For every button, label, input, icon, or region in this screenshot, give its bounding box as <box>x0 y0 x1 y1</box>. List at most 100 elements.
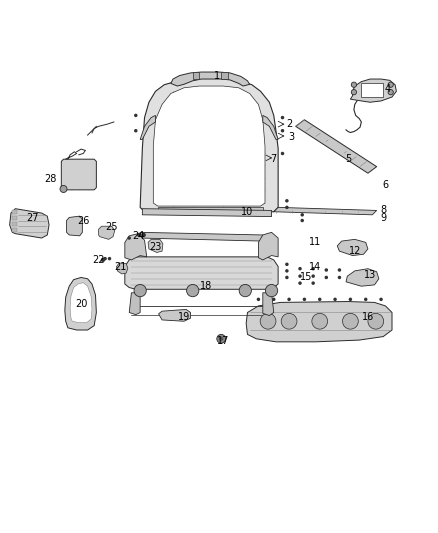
Circle shape <box>285 199 289 203</box>
Circle shape <box>338 268 341 272</box>
Circle shape <box>285 276 289 279</box>
Polygon shape <box>99 226 115 239</box>
Circle shape <box>300 219 304 222</box>
Polygon shape <box>148 239 163 253</box>
Circle shape <box>287 297 291 301</box>
Polygon shape <box>140 78 278 212</box>
Text: 15: 15 <box>300 272 313 282</box>
Circle shape <box>134 285 146 297</box>
Polygon shape <box>12 228 17 232</box>
Circle shape <box>368 313 384 329</box>
Circle shape <box>351 90 357 95</box>
Circle shape <box>325 268 328 272</box>
Polygon shape <box>337 239 368 255</box>
Circle shape <box>257 297 260 301</box>
Text: 18: 18 <box>200 281 212 291</box>
Circle shape <box>311 267 315 270</box>
Circle shape <box>141 233 146 237</box>
Polygon shape <box>12 222 17 226</box>
Text: 25: 25 <box>106 222 118 232</box>
Polygon shape <box>258 232 278 260</box>
Circle shape <box>239 285 251 297</box>
Circle shape <box>217 334 226 343</box>
Text: 7: 7 <box>271 154 277 164</box>
Circle shape <box>333 297 337 301</box>
Text: 11: 11 <box>309 237 321 247</box>
Circle shape <box>108 257 111 260</box>
Circle shape <box>379 297 383 301</box>
Circle shape <box>60 185 67 192</box>
Polygon shape <box>85 166 91 171</box>
Text: 4: 4 <box>385 84 391 94</box>
Text: 3: 3 <box>288 132 294 142</box>
Polygon shape <box>65 278 96 330</box>
Circle shape <box>272 297 276 301</box>
Circle shape <box>137 233 141 237</box>
Circle shape <box>219 336 223 341</box>
Polygon shape <box>76 174 82 179</box>
Text: 5: 5 <box>345 154 351 164</box>
Circle shape <box>318 297 321 301</box>
Text: 16: 16 <box>362 312 374 322</box>
Circle shape <box>349 297 352 301</box>
Polygon shape <box>171 72 250 86</box>
Text: 23: 23 <box>149 242 162 252</box>
Circle shape <box>260 313 276 329</box>
Circle shape <box>303 297 306 301</box>
Polygon shape <box>117 263 128 274</box>
Circle shape <box>281 116 284 119</box>
Polygon shape <box>12 209 17 214</box>
Polygon shape <box>350 79 396 102</box>
Circle shape <box>103 257 107 260</box>
Polygon shape <box>155 126 171 197</box>
Circle shape <box>311 274 315 278</box>
Polygon shape <box>76 166 82 171</box>
Text: 8: 8 <box>380 205 386 215</box>
Polygon shape <box>10 209 49 238</box>
Text: 26: 26 <box>77 215 89 225</box>
Circle shape <box>285 206 289 209</box>
Circle shape <box>298 267 302 270</box>
Circle shape <box>338 276 341 279</box>
Polygon shape <box>346 269 379 286</box>
Polygon shape <box>67 174 73 179</box>
Text: 28: 28 <box>44 174 57 184</box>
Polygon shape <box>61 159 96 190</box>
Polygon shape <box>153 86 265 206</box>
Circle shape <box>101 258 105 262</box>
Text: 24: 24 <box>132 231 144 241</box>
Circle shape <box>127 236 131 240</box>
Polygon shape <box>193 71 199 79</box>
Text: 14: 14 <box>309 262 321 271</box>
Text: 22: 22 <box>92 255 105 265</box>
Polygon shape <box>67 182 73 187</box>
Polygon shape <box>140 232 263 241</box>
Text: 2: 2 <box>286 119 292 129</box>
Polygon shape <box>296 120 377 173</box>
Polygon shape <box>140 115 155 140</box>
Circle shape <box>265 285 278 297</box>
Circle shape <box>134 114 138 117</box>
Circle shape <box>187 285 199 297</box>
Circle shape <box>311 281 315 285</box>
Text: 20: 20 <box>75 298 87 309</box>
Polygon shape <box>263 293 274 316</box>
Polygon shape <box>129 293 140 314</box>
Circle shape <box>388 90 393 95</box>
Polygon shape <box>159 310 191 321</box>
Polygon shape <box>67 216 82 236</box>
Circle shape <box>325 276 328 279</box>
Polygon shape <box>246 302 392 342</box>
Text: 1: 1 <box>214 71 220 81</box>
Polygon shape <box>125 233 147 260</box>
Polygon shape <box>85 174 91 179</box>
Text: 12: 12 <box>349 246 361 256</box>
Text: 6: 6 <box>382 181 389 190</box>
Polygon shape <box>142 209 272 216</box>
Text: 19: 19 <box>178 312 190 322</box>
Text: 13: 13 <box>364 270 376 280</box>
Text: 27: 27 <box>27 213 39 223</box>
Circle shape <box>298 274 302 278</box>
Circle shape <box>388 82 393 87</box>
Circle shape <box>281 129 284 133</box>
